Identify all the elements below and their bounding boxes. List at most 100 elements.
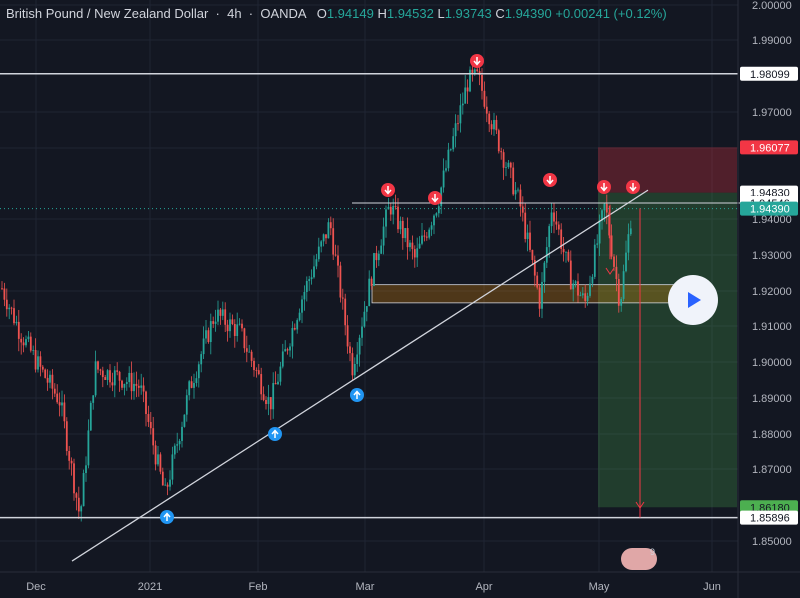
candle-body [507, 162, 510, 168]
candle-body [610, 235, 613, 257]
candle-body [346, 325, 349, 347]
candle-body [591, 276, 594, 284]
play-icon [688, 292, 701, 308]
candle-body [181, 426, 183, 441]
high-key: H [377, 6, 387, 21]
candle-body [529, 232, 531, 250]
candle-body [493, 119, 495, 130]
candle-body [255, 370, 258, 371]
gbp-nzd-flag-icon[interactable]: 9 [621, 547, 657, 570]
buy-signal-arrow [163, 512, 171, 521]
close-value: 1.94390 [504, 6, 552, 21]
candle-body [565, 251, 567, 253]
candle-body [284, 349, 287, 352]
trendline [71, 189, 649, 562]
candle-body [313, 266, 315, 278]
candle-body [620, 298, 623, 306]
candle-body [80, 506, 83, 512]
candle-body [598, 220, 601, 244]
price-tick-label: 1.93000 [752, 250, 792, 262]
candle-body [541, 281, 543, 309]
candle-body [147, 414, 150, 422]
candle-body [613, 256, 615, 267]
projection-arrowhead [635, 501, 645, 509]
candle-body [154, 445, 157, 465]
candle-body [212, 321, 215, 324]
candle-body [615, 266, 618, 280]
candle-body [219, 309, 222, 316]
price-label-text: 1.98099 [750, 69, 790, 81]
buy-signal-arrow [353, 390, 361, 399]
candle-body [34, 350, 37, 370]
time-tick-label: 2021 [138, 581, 162, 593]
candle-body [387, 206, 390, 210]
candle-body [202, 338, 205, 355]
candle-body [394, 206, 397, 207]
candle-body [27, 336, 30, 340]
candle-body [178, 440, 181, 445]
candle-body [488, 113, 491, 125]
candle-body [56, 393, 59, 403]
candle-body [490, 124, 493, 130]
candle-body [152, 428, 155, 446]
candle-body [356, 354, 359, 364]
candle-body [231, 319, 234, 325]
candle-body [550, 212, 553, 227]
candle-body [238, 323, 241, 325]
candle-body [339, 265, 342, 298]
candle-body [469, 69, 471, 92]
candle-body [53, 388, 56, 394]
candle-body [10, 307, 13, 309]
candle-body [8, 307, 11, 310]
candle-body [44, 369, 47, 378]
candle-body [567, 251, 570, 261]
candle-body [526, 232, 529, 239]
candle-body [214, 321, 217, 324]
candle-body [13, 308, 15, 324]
candle-body [118, 371, 121, 381]
candle-body [442, 170, 445, 188]
candle-body [104, 377, 107, 380]
support-zone [371, 284, 681, 304]
candle-body [605, 203, 608, 213]
candle-body [317, 246, 320, 260]
open-value: 1.94149 [326, 6, 374, 21]
candle-body [46, 377, 49, 383]
candle-body [351, 353, 354, 376]
candle-body [169, 479, 171, 487]
change-value: +0.00241 (+0.12%) [555, 6, 667, 21]
candle-body [205, 330, 207, 339]
candle-body [293, 327, 296, 330]
candle-body [603, 203, 606, 211]
candle-body [521, 206, 524, 213]
candle-body [404, 228, 407, 239]
candle-body [483, 90, 486, 107]
candle-body [389, 206, 392, 215]
candle-body [502, 152, 505, 168]
time-tick-label: Mar [356, 581, 375, 593]
candle-body [569, 260, 572, 290]
candle-body [190, 381, 193, 388]
sell-signal-arrow [384, 186, 392, 195]
candle-body [94, 361, 97, 396]
candle-body [524, 212, 527, 239]
play-button[interactable] [668, 275, 718, 325]
price-tick-label: 1.89000 [752, 393, 792, 405]
candle-body [289, 346, 291, 351]
candle-body [538, 287, 541, 309]
candle-body [51, 374, 54, 389]
candle-body [433, 215, 435, 226]
candle-body [82, 473, 85, 507]
buy-signal-arrow [271, 429, 279, 438]
candle-body [116, 370, 119, 372]
candle-body [392, 206, 395, 215]
candle-body [133, 383, 135, 392]
candle-body [361, 326, 363, 338]
candle-body [337, 255, 339, 266]
candle-body [195, 378, 198, 384]
price-label-text: 1.94390 [750, 204, 790, 216]
candle-body [341, 297, 344, 299]
candle-body [452, 136, 455, 150]
